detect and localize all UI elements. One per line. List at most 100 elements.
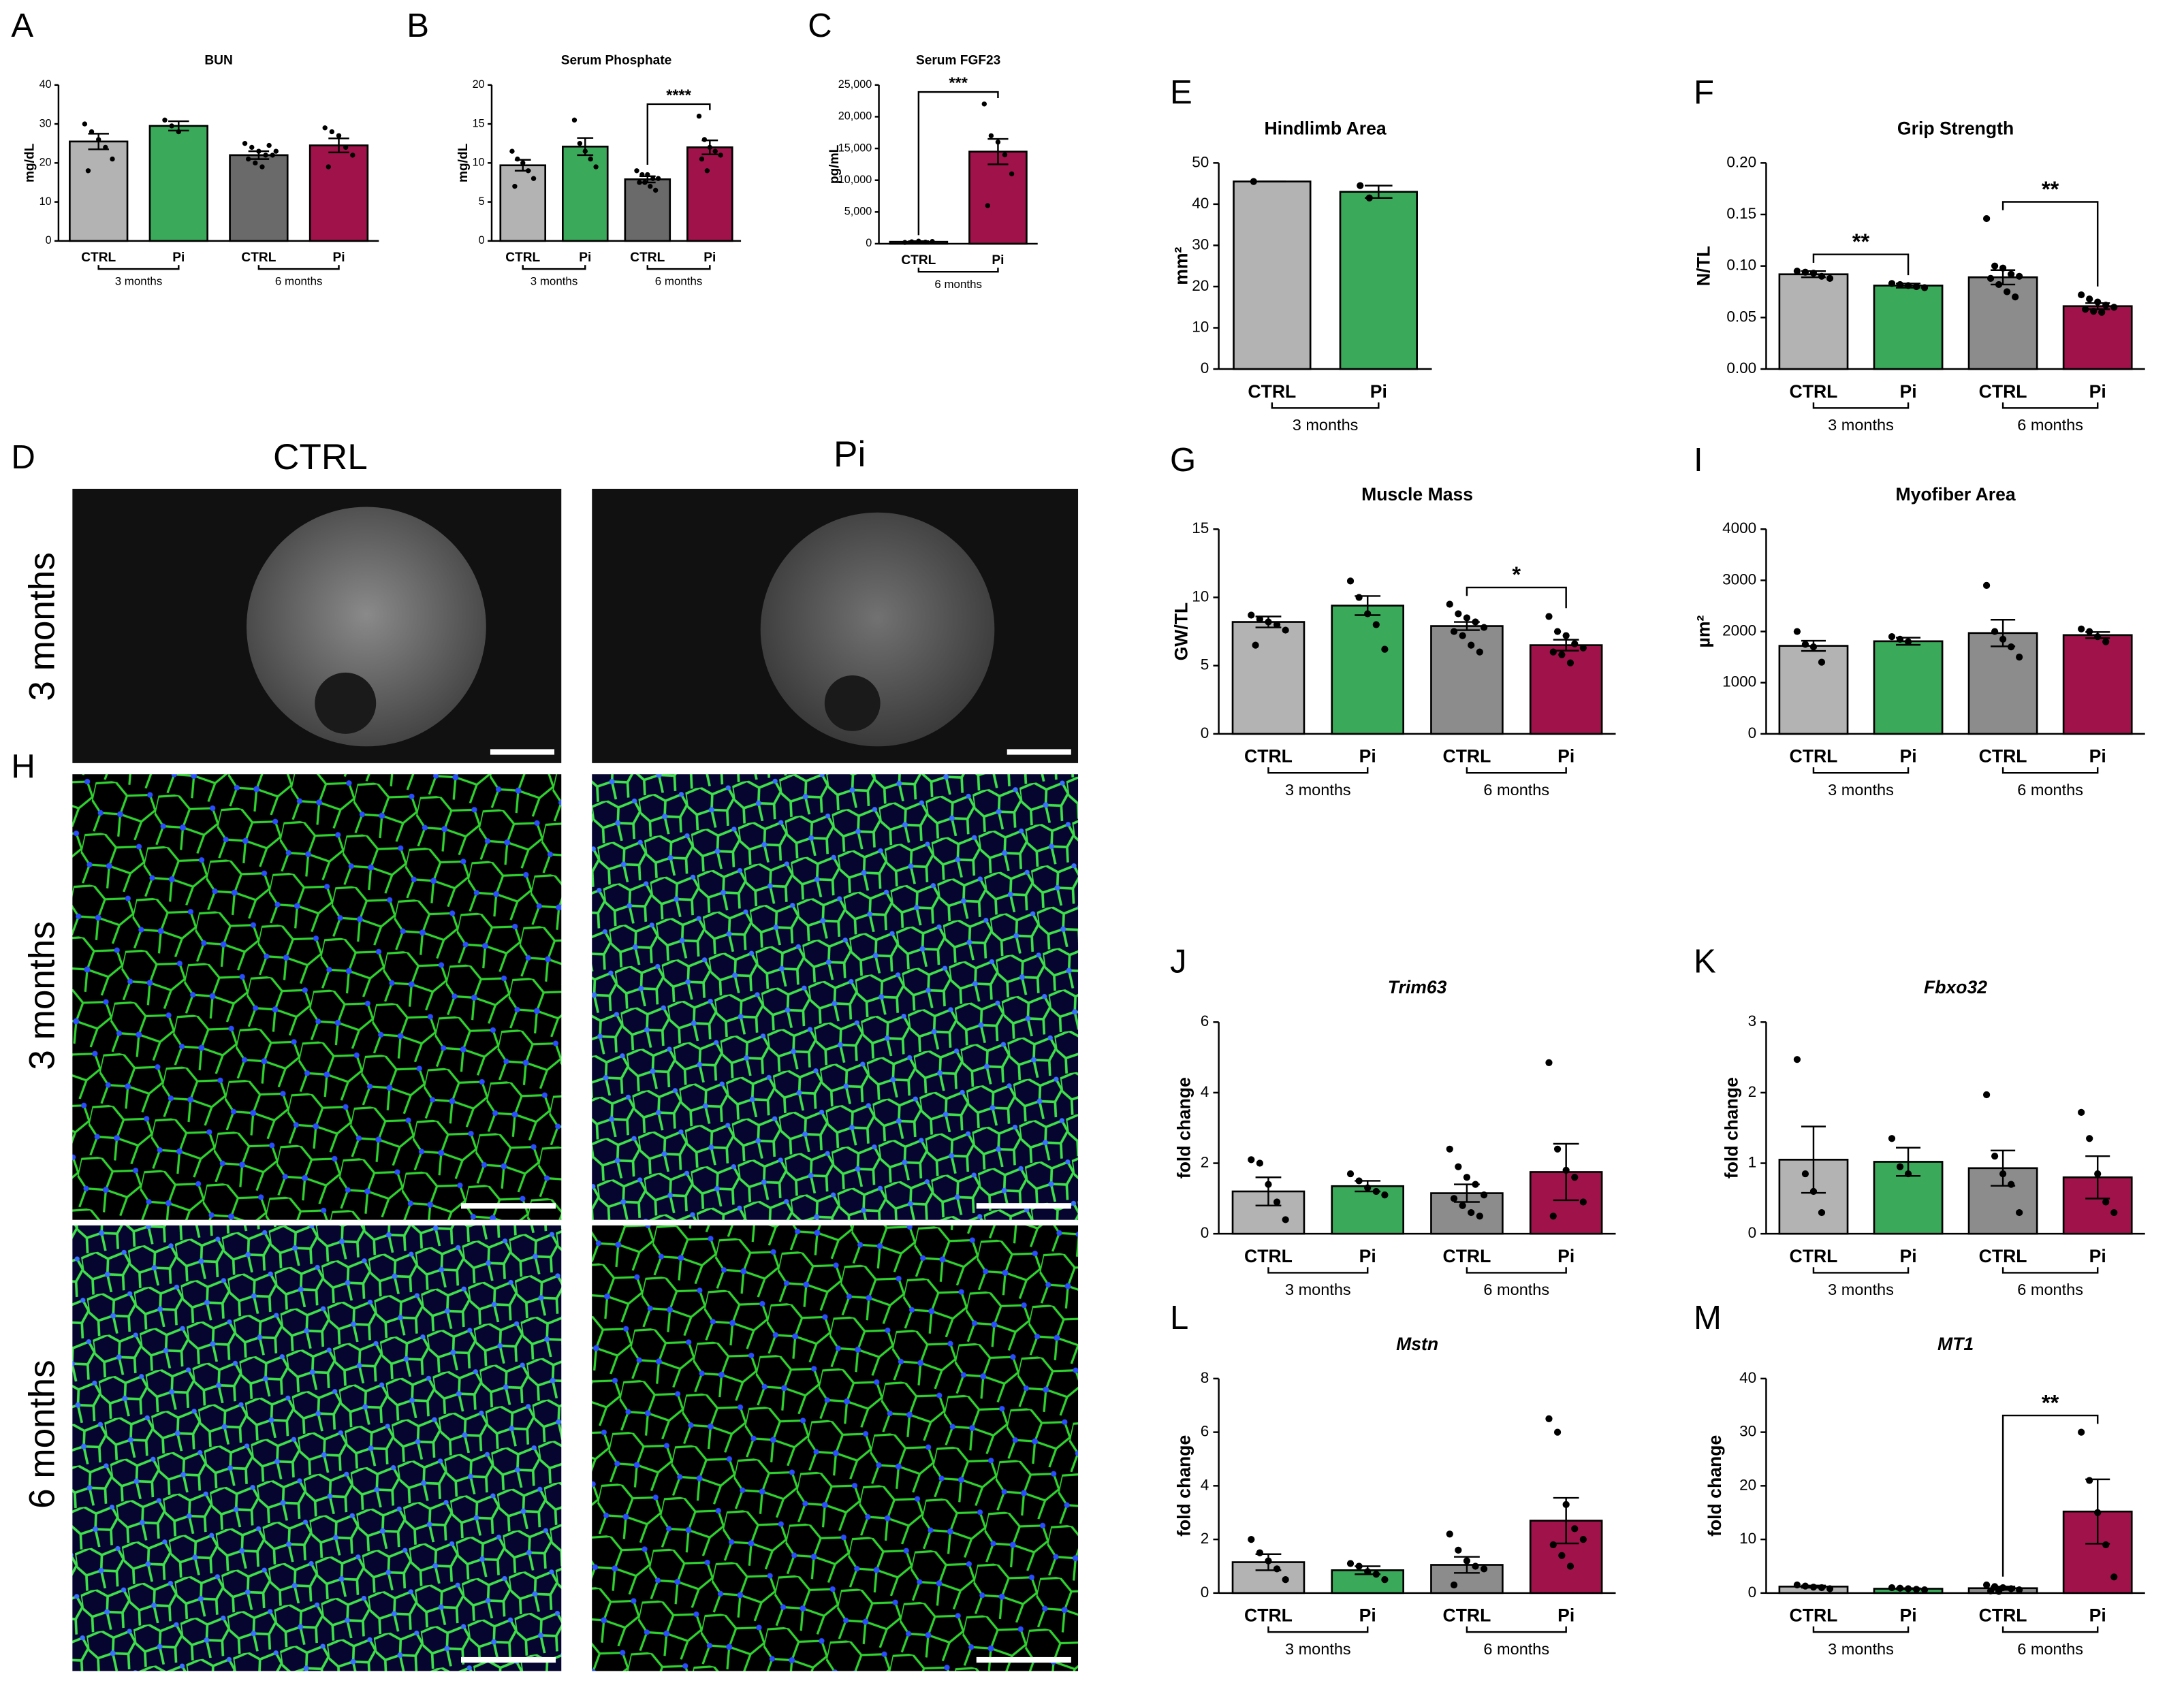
data-point [902,240,908,245]
data-point [2098,308,2106,316]
chart-title: Fbxo32 [1924,977,1987,997]
panel-letter: C [808,7,832,44]
data-point [1472,1562,1479,1570]
data-point [2016,1208,2023,1217]
bar [1529,644,1603,735]
data-point [242,141,248,146]
y-tick-label: 0.10 [1726,257,1756,274]
y-tick-label: 10 [1192,318,1209,335]
y-tick-label: 0.20 [1726,153,1756,170]
y-tick-label: 15,000 [838,142,872,154]
y-tick-label: 1 [1748,1153,1757,1170]
y-axis-label: fold change [1721,1077,1741,1179]
group-bracket [2001,402,2099,409]
data-point [1364,1568,1372,1575]
x-tick-label: CTRL [1790,381,1838,402]
y-tick-label: 6 [1201,1423,1209,1440]
y-tick-label: 8 [1201,1369,1209,1386]
data-point [1545,613,1553,620]
data-point [571,117,577,123]
data-point [1566,1562,1574,1570]
data-point [645,172,650,178]
group-bracket [646,265,711,270]
data-point [259,164,265,170]
data-point [1991,1153,1999,1160]
data-point [1553,1145,1562,1153]
data-point [1562,1166,1570,1174]
group-label: 6 months [655,275,703,288]
data-point [582,148,588,154]
bar [1430,625,1504,735]
group-bracket [1267,767,1369,774]
chart-title: BUN [204,54,232,68]
data-point [2110,1208,2118,1217]
data-point [1282,1216,1289,1223]
data-point [1987,1587,1995,1594]
bar [308,144,369,242]
data-point [2102,638,2110,645]
data-point [1801,268,1809,276]
data-point [509,148,515,154]
x-tick-label: Pi [1899,746,1916,767]
data-point [1982,581,1991,590]
data-point [1999,635,2007,643]
data-point [648,184,653,189]
x-tick-label: CTRL [505,251,540,265]
data-point [1357,182,1364,189]
chart-title: Muscle Mass [1361,484,1473,504]
data-point [1818,658,1826,666]
group-bracket [1466,1626,1567,1633]
data-point [1455,1163,1462,1170]
data-point [1364,1184,1372,1191]
data-point [1826,1585,1834,1592]
data-point [642,180,648,185]
group-label: 6 months [1483,781,1549,799]
data-point [699,156,705,162]
data-point [1481,1191,1488,1199]
data-point [1355,1177,1363,1185]
bar [148,125,208,242]
error-bar [328,138,349,154]
y-tick-label: 3 [1748,1012,1757,1029]
data-point [1346,577,1355,585]
group-bracket [917,268,999,273]
y-tick-label: 30 [1739,1423,1756,1440]
data-point [89,129,95,135]
data-point [336,133,342,138]
data-point [176,129,181,135]
significance-label: ** [1852,229,1870,254]
significance-bracket [2001,1414,2099,1577]
data-point [1566,659,1574,667]
scale-bar [460,1656,556,1663]
data-point [2008,1181,2015,1188]
data-point [1562,632,1570,639]
y-tick-label: 0 [1201,1584,1209,1601]
data-point [1888,1584,1896,1592]
y-axis-label: mm² [1171,246,1191,285]
mri-limb [760,512,995,747]
data-point [704,168,710,174]
data-point [1558,1552,1566,1559]
data-point [1549,1541,1557,1549]
x-tick-label: CTRL [1443,1605,1491,1626]
data-point [1459,1202,1466,1209]
bar [1873,640,1944,735]
x-tick-label: CTRL [1979,1605,2027,1626]
chart-title: Mstn [1396,1334,1438,1354]
x-tick-label: CTRL [1790,1605,1838,1626]
data-point [988,133,994,139]
data-point [577,141,583,146]
x-tick-label: CTRL [1790,746,1838,767]
data-point [2078,625,2085,632]
bar [69,140,129,242]
data-point [1459,632,1466,639]
data-point [2102,1541,2110,1549]
group-bracket [1812,1267,1910,1274]
data-point [2078,1108,2085,1117]
y-tick-label: 0 [1748,724,1757,741]
x-tick-label: Pi [2089,1246,2106,1266]
data-point [1372,1571,1380,1578]
data-point [1455,1546,1462,1554]
data-point [2082,306,2089,313]
